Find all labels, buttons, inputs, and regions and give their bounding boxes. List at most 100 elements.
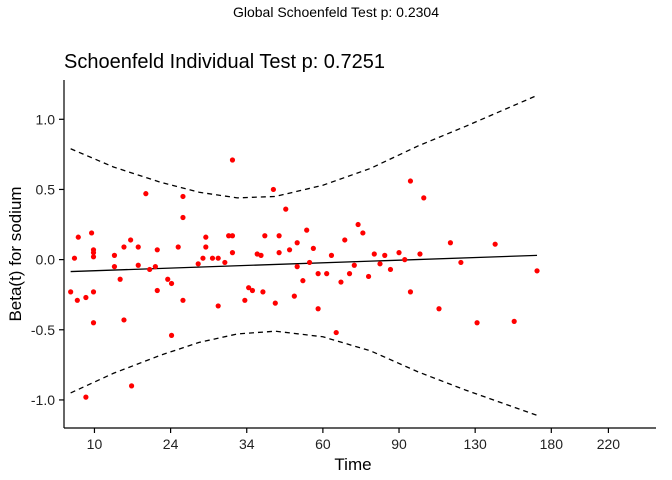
residual-point-29 — [175, 244, 181, 250]
residual-point-81 — [396, 250, 402, 256]
residual-point-69 — [333, 329, 339, 336]
residual-point-36 — [203, 234, 209, 240]
residual-point-22 — [147, 266, 153, 273]
residual-point-6 — [89, 230, 95, 236]
residual-point-12 — [111, 252, 118, 258]
residual-point-77 — [371, 251, 377, 257]
residual-point-15 — [121, 317, 127, 323]
residual-point-2 — [74, 297, 80, 303]
y-tick-label-2: 0.0 — [36, 252, 56, 268]
residual-point-19 — [135, 262, 141, 268]
residual-point-32 — [180, 297, 186, 303]
residual-point-62 — [304, 227, 310, 233]
residual-point-18 — [128, 383, 135, 389]
x-tick-label-7: 220 — [597, 436, 621, 452]
residual-point-4 — [83, 394, 89, 400]
y-axis-ticks: 1.0 0.5 0.0 -0.5 -1.0 — [31, 111, 64, 408]
x-tick-label-5: 130 — [463, 436, 487, 452]
residual-point-83 — [407, 178, 414, 184]
residual-point-5 — [83, 294, 89, 301]
fitted-line-group — [70, 254, 538, 273]
residual-point-78 — [377, 261, 383, 267]
residual-point-0 — [68, 289, 74, 295]
residual-point-1 — [71, 255, 78, 261]
residual-point-76 — [365, 273, 372, 280]
residual-point-24 — [154, 247, 160, 253]
residual-point-73 — [351, 262, 357, 268]
residual-point-54 — [276, 250, 282, 256]
residual-point-16 — [121, 244, 127, 250]
residual-point-84 — [407, 289, 414, 295]
x-tick-label-3: 60 — [315, 436, 331, 452]
residual-point-60 — [294, 264, 300, 270]
residual-point-10 — [90, 289, 97, 295]
y-tick-label-3: -0.5 — [31, 322, 55, 338]
residual-point-39 — [215, 255, 221, 261]
x-tick-label-1: 24 — [163, 436, 179, 452]
y-tick-label-1: 0.5 — [36, 181, 56, 197]
x-tick-label-0: 10 — [87, 436, 103, 452]
residual-point-25 — [154, 287, 160, 294]
residual-point-49 — [258, 252, 264, 258]
residual-point-70 — [338, 279, 344, 285]
residual-point-79 — [382, 252, 388, 258]
residual-point-89 — [458, 259, 464, 266]
residual-point-80 — [387, 266, 394, 273]
residual-point-51 — [262, 233, 268, 239]
residual-point-3 — [75, 234, 81, 240]
y-tick-label-0: 1.0 — [36, 111, 56, 127]
residual-point-31 — [180, 214, 186, 221]
residual-point-46 — [246, 285, 252, 291]
x-axis-ticks: 10 24 34 60 90 130 180 220 — [87, 428, 621, 452]
residual-point-82 — [402, 257, 408, 263]
y-axis-title: Beta(t) for sodium — [6, 186, 25, 321]
residual-point-72 — [346, 271, 353, 277]
residual-point-59 — [294, 240, 300, 246]
residual-point-75 — [360, 230, 366, 236]
residual-point-57 — [286, 247, 293, 253]
residual-point-90 — [474, 320, 480, 326]
residual-point-38 — [215, 303, 221, 309]
residual-point-55 — [276, 233, 282, 239]
plot-title: Schoenfeld Individual Test p: 0.7251 — [64, 51, 385, 73]
residual-point-23 — [152, 264, 158, 270]
confidence-band-lower — [70, 330, 538, 416]
residual-point-34 — [200, 255, 206, 261]
residual-point-86 — [421, 195, 427, 201]
residual-point-13 — [111, 264, 118, 270]
fitted-line — [70, 254, 538, 273]
residual-point-30 — [180, 193, 186, 200]
residual-point-21 — [143, 191, 149, 197]
residual-point-41 — [226, 233, 232, 239]
residual-point-44 — [229, 250, 236, 256]
residual-point-61 — [300, 278, 306, 284]
residual-point-91 — [492, 241, 498, 247]
residual-point-26 — [165, 276, 171, 282]
residual-point-17 — [128, 237, 134, 243]
residual-point-33 — [195, 261, 201, 267]
residual-point-37 — [209, 255, 216, 261]
residual-point-71 — [342, 237, 348, 243]
residual-point-64 — [310, 245, 316, 251]
residual-point-28 — [168, 280, 175, 287]
residual-point-11 — [90, 320, 97, 326]
x-tick-label-4: 90 — [391, 436, 407, 452]
residual-point-74 — [355, 221, 361, 228]
residual-point-65 — [315, 271, 321, 277]
confidence-band-upper — [70, 94, 538, 199]
residual-point-63 — [306, 259, 313, 266]
residual-point-9 — [90, 250, 97, 256]
residual-point-27 — [168, 332, 175, 338]
residual-point-66 — [315, 306, 321, 312]
residual-point-20 — [135, 244, 141, 250]
confidence-bands — [70, 94, 538, 416]
residual-point-87 — [436, 306, 442, 312]
residual-point-68 — [328, 252, 335, 258]
residual-point-42 — [229, 157, 236, 163]
residual-point-67 — [324, 271, 330, 277]
residual-point-35 — [203, 244, 209, 250]
residual-point-14 — [117, 276, 123, 282]
x-tick-label-6: 180 — [540, 436, 564, 452]
residual-point-58 — [291, 293, 297, 299]
